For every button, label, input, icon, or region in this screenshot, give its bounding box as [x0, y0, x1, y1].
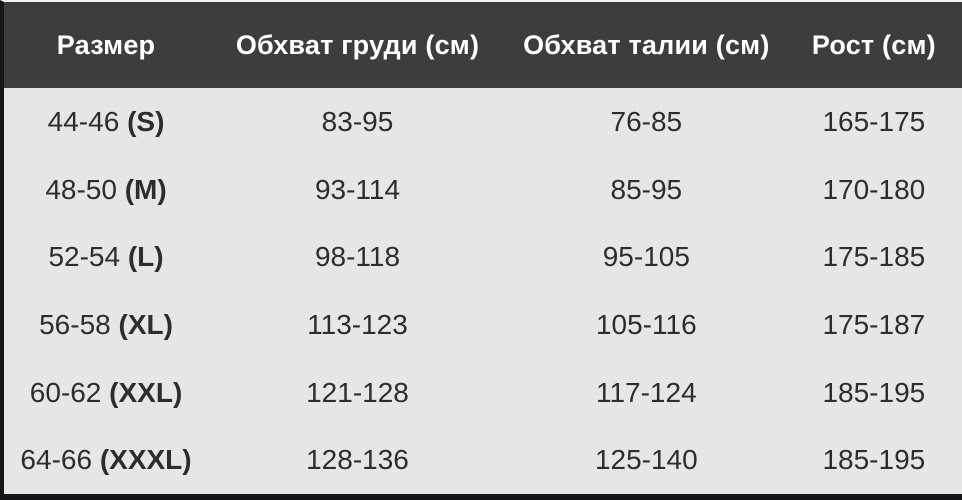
chest-cell: 98-118 [314, 241, 401, 273]
table-row: 44-46 (S) 83-95 76-85 165-175 [4, 88, 962, 156]
size-cell: 56-58 (XL) [4, 309, 208, 341]
chest-cell: 83-95 [321, 105, 394, 137]
size-code: (XXXL) [99, 444, 192, 476]
size-code: (S) [127, 105, 165, 137]
height-cell: 175-185 [822, 241, 926, 273]
table-row: 48-50 (M) 93-114 85-95 170-180 [4, 156, 962, 224]
column-header-waist: Обхват талии (см) [523, 29, 770, 60]
column-header-height: Рост (см) [811, 29, 936, 60]
waist-cell: 125-140 [594, 444, 698, 476]
chest-cell: 93-114 [314, 173, 401, 205]
column-header-size: Размер [56, 29, 156, 60]
size-cell: 52-54 (L) [4, 241, 208, 273]
chest-cell: 113-123 [307, 308, 408, 340]
column-header-chest: Обхват груди (см) [235, 29, 480, 60]
size-range: 48-50 [45, 173, 117, 205]
height-cell: 185-195 [822, 444, 926, 476]
height-cell: 165-175 [822, 105, 926, 137]
table-row: 60-62 (XXL) 121-128 117-124 185-195 [4, 359, 962, 427]
height-cell: 175-187 [822, 308, 926, 340]
size-range: 52-54 [48, 241, 121, 273]
table-row: 56-58 (XL) 113-123 105-116 175-187 [4, 291, 962, 359]
size-cell: 64-66 (XXXL) [4, 444, 208, 476]
size-cell: 60-62 (XXL) [4, 377, 208, 409]
height-cell: 185-195 [822, 376, 926, 408]
size-range: 44-46 [47, 105, 120, 137]
size-cell: 48-50 (M) [4, 174, 208, 206]
table-header-row: Размер Обхват груди (см) Обхват талии (с… [4, 2, 962, 88]
size-range: 56-58 [39, 308, 111, 340]
waist-cell: 117-124 [595, 376, 697, 408]
height-cell: 170-180 [822, 173, 926, 205]
waist-cell: 105-116 [595, 308, 697, 340]
size-code: (XL) [118, 308, 173, 340]
size-cell: 44-46 (S) [4, 106, 208, 138]
size-code: (XXL) [109, 376, 183, 408]
size-code: (M) [124, 173, 167, 205]
waist-cell: 76-85 [610, 105, 683, 137]
chest-cell: 121-128 [306, 376, 409, 408]
waist-cell: 85-95 [610, 173, 683, 205]
chest-cell: 128-136 [306, 444, 409, 476]
waist-cell: 95-105 [602, 241, 690, 273]
size-range: 64-66 [20, 444, 93, 476]
table-row: 64-66 (XXXL) 128-136 125-140 185-195 [4, 426, 962, 494]
table-row: 52-54 (L) 98-118 95-105 175-185 [4, 223, 962, 291]
size-code: (L) [127, 241, 164, 273]
size-range: 60-62 [29, 376, 102, 408]
